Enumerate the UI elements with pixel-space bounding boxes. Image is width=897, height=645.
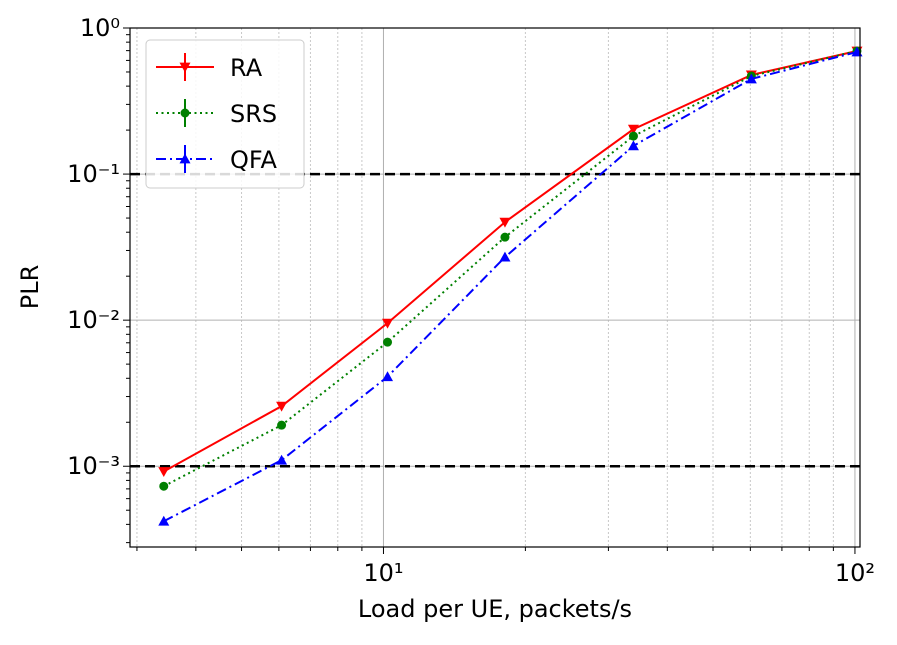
y-tick-label: 10⁰ [80, 14, 120, 42]
legend-marker [179, 62, 191, 73]
y-axis-label: PLR [16, 265, 44, 310]
data-point [627, 124, 639, 135]
legend-box [145, 39, 305, 189]
data-point [382, 371, 394, 382]
legend-label: SRS [230, 100, 277, 128]
x-tick-label: 10² [835, 559, 875, 587]
y-tick-label: 10⁻² [67, 306, 120, 334]
data-point [382, 318, 394, 329]
data-point [158, 467, 170, 478]
data-point [500, 232, 510, 242]
data-point [499, 217, 511, 228]
data-point [499, 251, 511, 262]
data-point [159, 481, 169, 491]
y-tick-label: 10⁻¹ [67, 160, 120, 188]
data-point [745, 73, 757, 84]
data-point [383, 337, 393, 347]
y-tick-label: 10⁻³ [67, 452, 120, 480]
legend-marker [180, 108, 190, 118]
data-point [276, 454, 288, 465]
data-point [276, 401, 288, 412]
data-point [627, 140, 639, 151]
data-point [628, 131, 638, 141]
data-point [158, 515, 170, 526]
legend-marker [179, 153, 191, 164]
x-axis-label: Load per UE, packets/s [358, 595, 632, 623]
data-point [277, 420, 287, 430]
legend-label: RA [230, 54, 263, 82]
plot-frame [129, 27, 861, 548]
legend-label: QFA [230, 146, 277, 174]
x-tick-label: 10¹ [363, 559, 403, 587]
